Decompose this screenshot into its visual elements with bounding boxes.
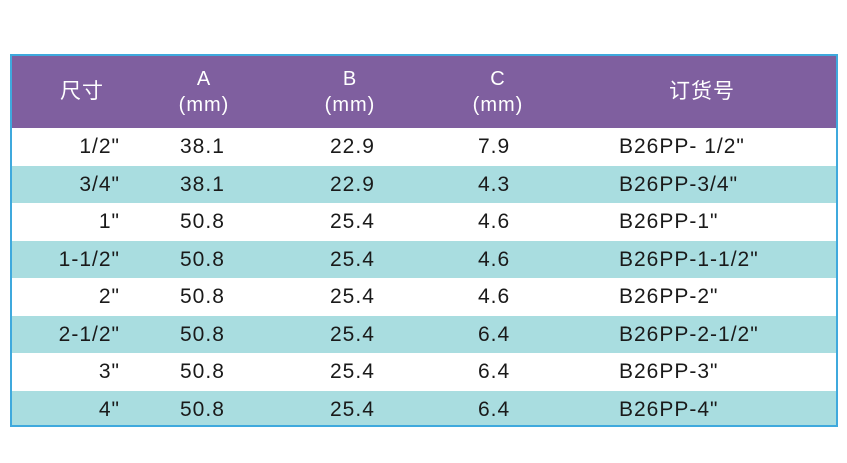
cell-b: 25.4: [330, 360, 375, 383]
cell-c: 6.4: [478, 322, 511, 346]
header-size: 尺寸: [12, 56, 152, 128]
cell-order-no: B26PP-3/4": [619, 172, 739, 196]
cell-c: 4.6: [478, 285, 511, 308]
cell-size: 3/4": [79, 172, 120, 196]
header-b-unit: (mm): [324, 94, 376, 116]
cell-size: 2-1/2": [58, 322, 120, 346]
table-row: 1-1/2" 50.8 25.4 4.6 B26PP-1-1/2": [12, 240, 836, 278]
cell-size: 3": [98, 360, 120, 383]
cell-size: 1-1/2": [58, 247, 120, 271]
cell-a: 50.8: [180, 322, 225, 346]
cell-size: 1": [98, 210, 120, 233]
table-row: 4" 50.8 25.4 6.4 B26PP-4": [12, 390, 836, 425]
table-header: 尺寸 A (mm) B (mm) C (mm) 订货号: [12, 56, 836, 128]
cell-b: 25.4: [330, 397, 375, 421]
cell-order-no: B26PP-4": [619, 397, 719, 421]
cell-size: 1/2": [79, 135, 120, 158]
cell-b: 22.9: [330, 172, 375, 196]
cell-b: 25.4: [330, 210, 375, 233]
header-b: B (mm): [310, 56, 390, 128]
cell-b: 22.9: [330, 135, 375, 158]
cell-order-no: B26PP-1-1/2": [619, 247, 759, 271]
cell-c: 4.3: [478, 172, 511, 196]
table-row: 3/4" 38.1 22.9 4.3 B26PP-3/4": [12, 165, 836, 203]
table-row: 1" 50.8 25.4 4.6 B26PP-1": [12, 203, 836, 241]
cell-order-no: B26PP-2-1/2": [619, 322, 759, 346]
cell-b: 25.4: [330, 285, 375, 308]
table-row: 2-1/2" 50.8 25.4 6.4 B26PP-2-1/2": [12, 315, 836, 353]
cell-b: 25.4: [330, 322, 375, 346]
header-c-letter: C: [490, 68, 506, 90]
cell-c: 4.6: [478, 247, 511, 271]
table-row: 3" 50.8 25.4 6.4 B26PP-3": [12, 353, 836, 391]
header-a-unit: (mm): [178, 94, 230, 116]
header-c-unit: (mm): [472, 94, 524, 116]
table-row: 2" 50.8 25.4 4.6 B26PP-2": [12, 278, 836, 316]
cell-a: 50.8: [180, 360, 225, 383]
cell-order-no: B26PP-1": [619, 210, 719, 233]
cell-a: 50.8: [180, 247, 225, 271]
cell-c: 6.4: [478, 397, 511, 421]
cell-size: 4": [98, 397, 120, 421]
cell-a: 38.1: [180, 135, 225, 158]
cell-a: 50.8: [180, 397, 225, 421]
table-row: 1/2" 38.1 22.9 7.9 B26PP- 1/2": [12, 128, 836, 166]
header-a: A (mm): [164, 56, 244, 128]
cell-size: 2": [98, 285, 120, 308]
cell-a: 38.1: [180, 172, 225, 196]
cell-a: 50.8: [180, 285, 225, 308]
cell-c: 6.4: [478, 360, 511, 383]
header-c: C (mm): [458, 56, 538, 128]
header-a-letter: A: [196, 68, 212, 90]
cell-a: 50.8: [180, 210, 225, 233]
cell-order-no: B26PP- 1/2": [619, 135, 745, 158]
header-size-label: 尺寸: [60, 80, 104, 103]
spec-table: 尺寸 A (mm) B (mm) C (mm) 订货号 1/2" 38.1 22.9…: [10, 54, 838, 427]
cell-c: 4.6: [478, 210, 511, 233]
cell-b: 25.4: [330, 247, 375, 271]
header-b-letter: B: [342, 68, 358, 90]
cell-order-no: B26PP-2": [619, 285, 719, 308]
header-order-no: 订货号: [652, 56, 752, 128]
header-order-no-label: 订货号: [669, 80, 735, 103]
cell-c: 7.9: [478, 135, 511, 158]
cell-order-no: B26PP-3": [619, 360, 719, 383]
